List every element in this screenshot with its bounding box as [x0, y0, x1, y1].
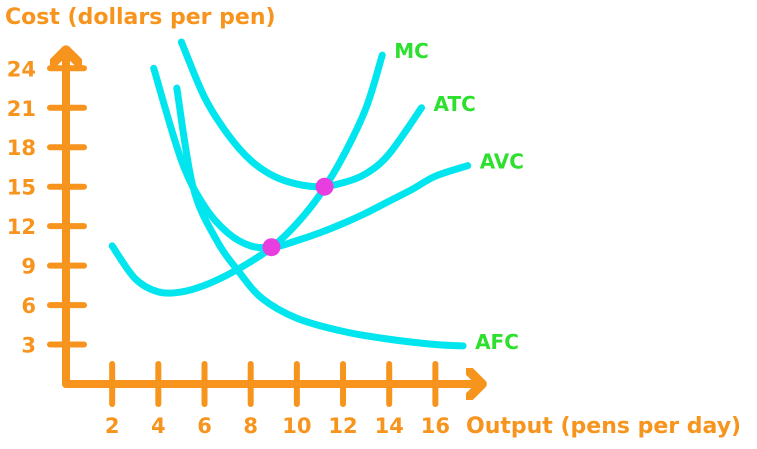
- curve-afc: [173, 84, 467, 350]
- intersection-points: [262, 177, 334, 257]
- intersection-point: [315, 177, 334, 196]
- x-tick-label: 16: [421, 414, 450, 438]
- curve-atc: [177, 38, 426, 191]
- x-tick-label: 14: [375, 414, 404, 438]
- y-tick-label: 24: [7, 57, 36, 81]
- label-afc: AFC: [475, 330, 519, 354]
- y-axis-title: Cost (dollars per pen): [5, 5, 276, 30]
- y-tick-label: 9: [21, 255, 36, 279]
- y-tick-label: 6: [21, 294, 36, 318]
- x-axis-title: Output (pens per day): [466, 414, 741, 439]
- axis-ticks: [47, 65, 439, 407]
- x-tick-label: 2: [105, 414, 120, 438]
- curve-avc: [150, 64, 472, 252]
- y-tick-label: 3: [21, 334, 36, 358]
- x-tick-label: 10: [282, 414, 311, 438]
- label-atc: ATC: [434, 92, 476, 116]
- x-tick-label: 8: [243, 414, 258, 438]
- label-mc: MC: [394, 39, 429, 63]
- label-avc: AVC: [480, 150, 524, 174]
- intersection-point: [262, 238, 281, 257]
- y-tick-label: 21: [7, 97, 36, 121]
- x-tick-label: 6: [197, 414, 212, 438]
- y-tick-label: 18: [7, 136, 36, 160]
- x-tick-label: 12: [328, 414, 357, 438]
- y-tick-label: 15: [7, 176, 36, 200]
- y-tick-label: 12: [7, 215, 36, 239]
- x-tick-label: 4: [151, 414, 166, 438]
- curve-labels: MC ATC AVC AFC: [394, 39, 524, 354]
- cost-curves: [108, 38, 472, 350]
- curve-mc: [108, 51, 386, 297]
